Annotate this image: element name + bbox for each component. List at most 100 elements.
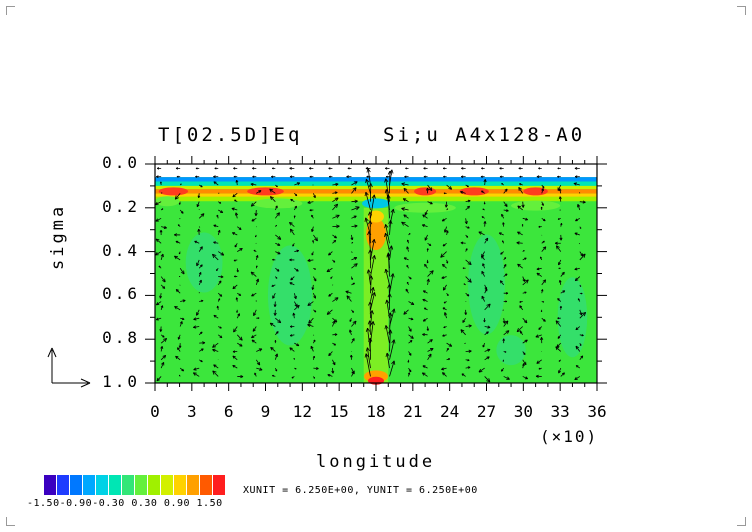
colorbar-swatch: [187, 475, 200, 495]
vector-arrow: [290, 198, 295, 203]
vector-arrow: [252, 175, 257, 178]
colorbar-swatch: [57, 475, 70, 495]
vector-arrow: [251, 339, 257, 344]
vector-arrow: [441, 367, 447, 371]
vector-arrow: [403, 187, 409, 194]
vector-arrow: [175, 355, 181, 361]
vector-arrow: [351, 338, 355, 344]
field-patch: [468, 234, 505, 335]
vector-arrow: [442, 167, 447, 170]
vector-arrow: [541, 317, 546, 322]
vector-arrow: [160, 354, 167, 361]
vector-arrow: [160, 192, 163, 194]
x-tick-label: 3: [187, 402, 197, 421]
vector-arrow: [367, 231, 372, 252]
vector-arrow: [289, 221, 295, 227]
vector-arrow: [502, 222, 505, 227]
vector-arrow: [557, 298, 562, 302]
vector-arrow: [445, 230, 449, 236]
vector-arrow: [406, 264, 409, 269]
vector-arrow: [403, 309, 409, 315]
vector-arrow: [388, 220, 393, 235]
vector-arrow: [351, 242, 354, 244]
x-axis-label: longitude: [316, 452, 436, 472]
vector-arrow: [422, 290, 428, 294]
vector-arrow: [500, 251, 504, 255]
vector-arrow: [575, 217, 581, 222]
vector-arrow: [558, 259, 562, 266]
vector-arrow: [307, 301, 314, 306]
vector-arrow: [502, 338, 506, 344]
vector-arrow: [522, 257, 527, 261]
vector-arrow: [522, 291, 527, 294]
vector-arrow: [521, 201, 525, 208]
vector-arrow: [484, 376, 491, 383]
vector-arrow: [179, 321, 183, 327]
vector-arrow: [213, 314, 219, 319]
vector-arrow: [401, 207, 409, 211]
vector-arrow: [461, 167, 466, 170]
vector-arrow: [574, 166, 580, 170]
vector-arrow: [517, 231, 523, 236]
vector-arrow: [213, 175, 219, 179]
vector-arrow: [196, 259, 200, 267]
vector-arrow: [541, 246, 547, 252]
vector-arrow: [536, 175, 542, 179]
vector-arrow: [518, 187, 524, 194]
unit-note: XUNIT = 6.250E+00, YUNIT = 6.250E+00: [243, 485, 478, 496]
vector-arrow: [521, 224, 524, 227]
vector-arrow: [236, 268, 239, 273]
vector-arrow: [255, 265, 258, 269]
vector-arrow: [555, 320, 562, 327]
vector-arrow: [330, 276, 333, 279]
x-tick-label: 18: [366, 402, 386, 421]
field-column-cold: [362, 198, 390, 209]
vector-arrow: [274, 353, 279, 360]
vector-arrow: [294, 267, 299, 272]
vector-arrow: [293, 215, 296, 219]
vector-arrow: [351, 187, 357, 194]
field-hotspot: [523, 187, 548, 196]
vector-arrow: [160, 208, 164, 211]
vector-arrow: [350, 276, 353, 280]
vector-arrow: [427, 184, 433, 192]
vector-arrow: [499, 167, 504, 170]
vector-arrow: [235, 179, 239, 186]
vector-arrow: [309, 167, 314, 170]
vector-arrow: [308, 317, 314, 324]
vector-arrow: [332, 203, 339, 211]
vector-arrow: [289, 166, 295, 170]
field-column-core: [368, 210, 384, 223]
vector-arrow: [560, 222, 563, 227]
vector-arrow: [251, 334, 257, 339]
vector-arrow: [384, 268, 390, 285]
vector-arrow: [443, 226, 448, 233]
vector-arrow: [406, 281, 409, 286]
vector-arrow: [579, 200, 586, 204]
vector-arrow: [155, 317, 162, 321]
vector-arrow: [332, 234, 337, 239]
vector-arrow: [307, 200, 314, 204]
colorbar-swatch: [148, 475, 161, 495]
vector-arrow: [522, 363, 525, 369]
vector-arrow: [313, 234, 318, 242]
vector-arrow: [541, 301, 545, 303]
vector-arrow: [443, 192, 447, 195]
vector-arrow: [250, 271, 257, 277]
field-patch: [185, 232, 223, 293]
vector-arrow: [275, 212, 280, 219]
x-tick-label: 27: [476, 402, 497, 421]
vector-arrow: [407, 359, 410, 363]
vector-arrow: [234, 243, 238, 248]
vector-arrow: [536, 267, 542, 271]
field-patch: [155, 196, 180, 207]
vector-arrow: [483, 179, 487, 186]
x-scale-note: (×10): [540, 427, 599, 446]
vector-arrow: [175, 289, 181, 294]
vector-arrow: [574, 232, 580, 236]
vector-arrow: [481, 167, 485, 170]
vector-arrow: [408, 351, 412, 356]
vector-arrow: [156, 376, 162, 382]
vector-arrow: [311, 214, 314, 219]
vector-arrow: [577, 298, 581, 302]
